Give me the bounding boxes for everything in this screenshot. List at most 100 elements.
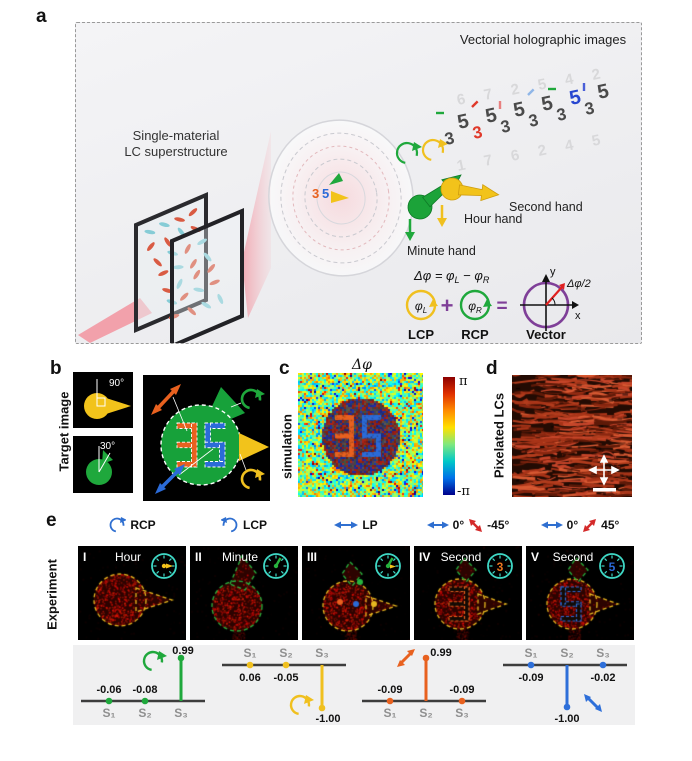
angle-line-30 — [98, 452, 111, 473]
s2-value: -0.05 — [273, 672, 298, 684]
rcp-label: RCP — [461, 327, 489, 342]
s2-marker — [422, 654, 430, 662]
s3-value: -0.02 — [590, 672, 615, 684]
holo-digit-3: 3 — [443, 128, 456, 149]
holo-digit-3: 3 — [527, 110, 540, 131]
s2-marker — [141, 697, 149, 705]
panel-numeral: II — [195, 550, 202, 564]
s1-marker — [527, 661, 534, 669]
ghost-digit: 2 — [536, 142, 548, 160]
rcp-circular-arrow-icon — [109, 517, 127, 533]
ghost-digit: 7 — [482, 86, 494, 104]
vector-angle-label: Δφ/2 — [566, 278, 591, 290]
s2-value: 0.99 — [430, 647, 451, 659]
s2-tick-label: S₂ — [138, 706, 151, 720]
input-pol-label: LCP — [243, 518, 267, 532]
s1-marker — [105, 697, 113, 705]
disc-minute-hand-icon — [329, 173, 343, 185]
holo-digit-3: 3 — [471, 122, 484, 143]
target-hour-svg: 90° — [84, 378, 131, 419]
lcp-circular-arrow-icon — [221, 517, 238, 533]
disc-digit-5: 5 — [322, 186, 329, 201]
target-digit-3 — [176, 422, 198, 468]
target-hour-pointer — [239, 433, 269, 461]
clock-digit: 3 — [497, 560, 504, 574]
clock-icon — [375, 553, 401, 579]
laser-beam — [78, 298, 152, 343]
s3-marker — [458, 697, 466, 705]
connector-line — [172, 396, 188, 432]
experiment-panel-overlay: IV Second 3 — [419, 550, 513, 579]
panel-numeral: V — [531, 550, 539, 564]
panel-a: Vectorial holographic images Single-mate… — [75, 22, 642, 350]
vector-arrowhead — [559, 283, 565, 290]
diagonal-45-double-arrow-icon — [583, 518, 597, 532]
hour-hand-down-arrow-icon — [437, 205, 447, 227]
hour-hologram-image — [78, 546, 186, 640]
input-output-pol-4: 0° -45° — [414, 511, 522, 539]
vector-hologram-image — [302, 546, 410, 640]
phase-map-title: Δφ — [352, 357, 372, 373]
plus-sign: + — [441, 293, 454, 318]
lcp-circular-arrow-icon — [421, 138, 448, 162]
disc-center-clock: 3 5 — [312, 173, 349, 203]
lc-cell — [134, 191, 244, 350]
device-label-line1: Single-material — [133, 128, 220, 143]
phase-colorbar — [443, 377, 455, 495]
diagonal-45-double-arrow-icon — [151, 384, 181, 415]
stokes-plot-rcp: -0.06 -0.08 0.99 S₁ S₂ S₃ — [73, 645, 214, 725]
stokes-strip: -0.06 -0.08 0.99 S₁ S₂ S₃ S₁ S₂ S₃ 0.06 … — [73, 645, 635, 725]
panel-a-title: Vectorial holographic images — [460, 32, 627, 47]
experiment-panel-both-hands: III — [302, 546, 410, 640]
ccw-circular-arrow-icon — [142, 650, 167, 672]
s2-tick-label: S₂ — [560, 646, 573, 660]
s1-value: -0.09 — [377, 684, 402, 696]
second-5-hologram-image — [526, 546, 634, 640]
simulated-phase-map — [298, 373, 423, 497]
panel-name: Minute — [222, 550, 258, 564]
x-axis-label: x — [575, 310, 581, 322]
target-hour-pointer — [106, 398, 131, 414]
ghost-digit: 2 — [509, 81, 521, 99]
s3-marker — [599, 661, 606, 669]
experiment-panel-hour: I Hour — [78, 546, 186, 640]
s3-tick-label: S₃ — [455, 706, 469, 720]
s1-marker — [246, 661, 253, 669]
rcp-circular-arrow-icon — [240, 388, 265, 410]
connector-line — [239, 453, 247, 471]
y-axis-label: y — [550, 266, 556, 278]
hour-hand-shape — [440, 177, 500, 202]
ghost-digit: 5 — [536, 76, 548, 94]
horizontal-double-arrow-icon — [426, 521, 449, 529]
s2-value: -1.00 — [554, 713, 579, 725]
phi-l-label: φL — [415, 299, 427, 315]
panel-d-label: d — [486, 358, 498, 379]
clock-hour-hand-icon — [390, 564, 396, 569]
s2-tick-label: S₂ — [419, 706, 432, 720]
panel-numeral: III — [307, 550, 317, 564]
clock-minute-hand-icon — [274, 557, 282, 567]
s1-tick-label: S₁ — [103, 706, 116, 720]
lcp-circular-arrow-icon — [240, 468, 265, 490]
lc-micrograph — [512, 375, 632, 497]
experiment-panel-second-5: V Second 5 — [526, 546, 634, 640]
s2-marker — [282, 661, 289, 669]
ghost-digit: 6 — [509, 147, 521, 165]
s3-marker — [318, 704, 325, 712]
crossed-polarizers-icon — [588, 454, 620, 486]
s1-value: 0.06 — [239, 672, 260, 684]
stokes-plot-rcp-svg: -0.06 -0.08 0.99 S₁ S₂ S₃ — [81, 645, 205, 720]
rcp-circular-arrow-icon — [395, 141, 422, 165]
lc-micrograph-overlay — [588, 454, 620, 492]
s3-tick-label: S₃ — [596, 646, 610, 660]
lc-cell-front-plate — [170, 207, 244, 350]
holo-digit-5: 5 — [483, 104, 498, 128]
equation-block: Δφ = φL − φR φL + φR = Δφ/2 x y — [405, 266, 591, 342]
diagonal-45-double-arrow-icon — [397, 649, 415, 667]
holo-digit-5: 5 — [567, 86, 582, 110]
ghost-digit: 7 — [482, 152, 494, 170]
stokes-plot-135-svg: S₁ S₂ S₃ -0.09 -1.00 -0.02 — [502, 646, 627, 725]
experiment-panel-overlay: III — [307, 550, 401, 579]
vector-y-axis-arrowhead — [542, 274, 550, 282]
